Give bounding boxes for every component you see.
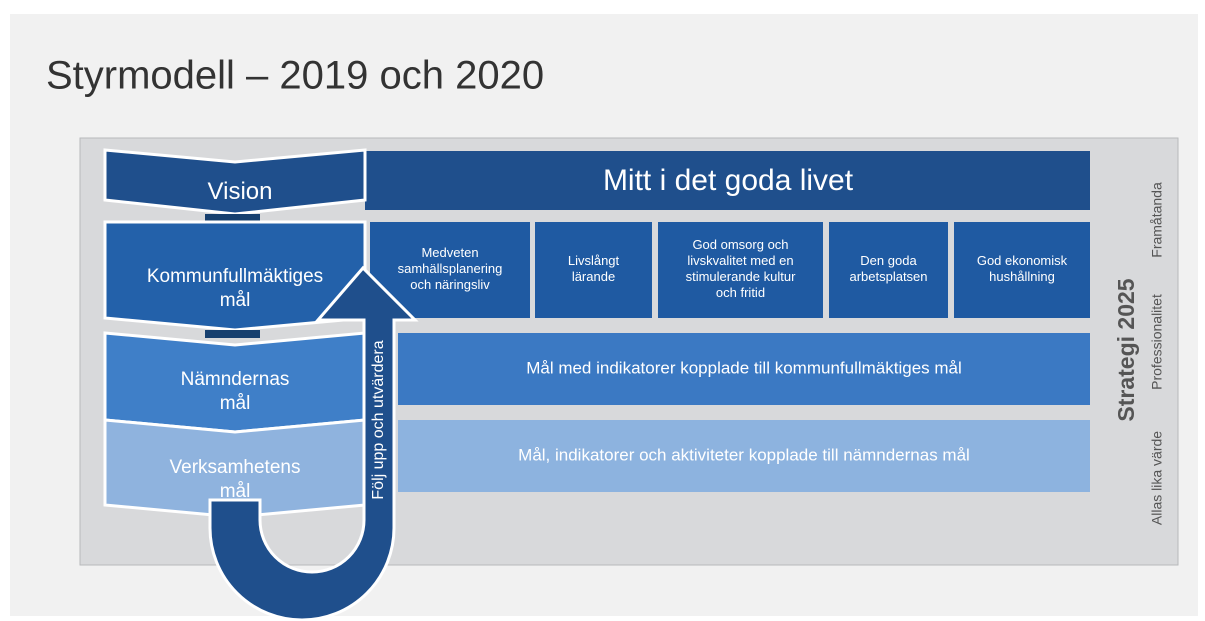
level-text: Mål, indikatorer och aktiviteter kopplad…: [518, 445, 970, 464]
level-bar: [398, 333, 1090, 405]
goal-texts: Medveten samhällsplanering och näringsliv L…: [398, 237, 1068, 300]
label-line: mål: [220, 290, 251, 311]
level-label: Verksamhetens mål: [170, 457, 301, 502]
goal-line: lärande: [572, 269, 615, 284]
goal-line: och näringsliv: [410, 277, 490, 292]
goal-text: Medveten samhällsplanering och näringsliv: [398, 245, 503, 292]
vision-bar: [365, 151, 1090, 210]
label-line: mål: [220, 481, 251, 502]
level-bar: [398, 420, 1090, 492]
strategy-value: Allas lika värde: [1149, 431, 1165, 525]
connector: [205, 214, 260, 224]
connector: [205, 330, 260, 338]
level-label: Nämndernas mål: [181, 369, 290, 414]
level-label: Kommunfullmäktiges mål: [147, 266, 323, 311]
strategy-title: Strategi 2025: [1113, 278, 1139, 421]
goal-line: samhällsplanering: [398, 261, 503, 276]
goal-line: stimulerande kultur: [686, 269, 796, 284]
goal-text: Den goda arbetsplatsen: [849, 253, 927, 284]
goal-box: [954, 222, 1090, 318]
feedback-arrow: [208, 265, 419, 621]
goal-box: [829, 222, 948, 318]
goal-line: Medveten: [421, 245, 478, 260]
goal-line: Livslångt: [568, 253, 620, 268]
label-line: Vision: [208, 178, 273, 205]
chevron: [103, 220, 367, 332]
label-line: Kommunfullmäktiges: [147, 266, 323, 287]
label-line: mål: [220, 393, 251, 414]
goal-line: och fritid: [716, 285, 765, 300]
slide-title: Styrmodell – 2019 och 2020: [46, 54, 544, 98]
goal-line: God omsorg och: [692, 237, 788, 252]
arrow-label: Följ upp och utvärdera: [370, 340, 387, 499]
strategy-value: Framåtanda: [1149, 182, 1165, 258]
goal-text: Livslångt lärande: [568, 253, 620, 284]
goal-box: [658, 222, 823, 318]
goal-line: livskvalitet med en: [687, 253, 793, 268]
goal-line: hushållning: [989, 269, 1055, 284]
label-line: Nämndernas: [181, 369, 290, 390]
level-text: Mål med indikatorer kopplade till kommun…: [526, 358, 962, 377]
goal-line: God ekonomisk: [977, 253, 1068, 268]
vision-text: Mitt i det goda livet: [603, 164, 854, 197]
goal-line: arbetsplatsen: [849, 269, 927, 284]
goal-box: [535, 222, 652, 318]
chevron: [103, 148, 367, 216]
goal-text: God omsorg och livskvalitet med en stimule…: [686, 237, 796, 300]
goal-text: God ekonomisk hushållning: [977, 253, 1068, 284]
level-label: Vision: [208, 178, 273, 205]
strategy-value: Professionalitet: [1149, 294, 1165, 390]
goal-line: Den goda: [860, 253, 917, 268]
label-line: Verksamhetens: [170, 457, 301, 478]
